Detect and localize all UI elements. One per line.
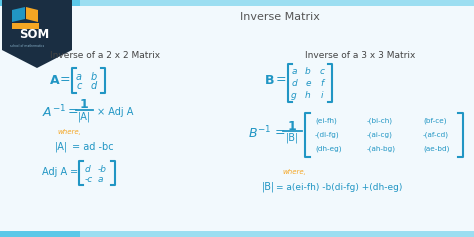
Text: where,: where, bbox=[282, 169, 306, 175]
Text: c: c bbox=[76, 81, 82, 91]
Text: Adj A: Adj A bbox=[42, 167, 67, 177]
Text: =: = bbox=[60, 73, 71, 87]
Text: Inverse Matrix: Inverse Matrix bbox=[240, 12, 320, 22]
Text: $B^{-1}$: $B^{-1}$ bbox=[248, 125, 272, 141]
Text: =: = bbox=[275, 127, 286, 140]
Text: Inverse of a 3 x 3 Matrix: Inverse of a 3 x 3 Matrix bbox=[305, 50, 415, 59]
Text: -(af-cd): -(af-cd) bbox=[423, 132, 449, 138]
Text: =: = bbox=[70, 167, 78, 177]
Text: -(ai-cg): -(ai-cg) bbox=[367, 132, 393, 138]
Text: c: c bbox=[319, 68, 325, 77]
Text: -c: -c bbox=[85, 174, 93, 183]
Text: school of mathematics: school of mathematics bbox=[10, 44, 44, 48]
Bar bbox=[80, 231, 474, 237]
Polygon shape bbox=[2, 0, 72, 68]
Text: f: f bbox=[320, 79, 324, 88]
Text: h: h bbox=[305, 91, 311, 100]
Polygon shape bbox=[12, 7, 25, 22]
Text: e: e bbox=[305, 79, 311, 88]
Text: = ad -bc: = ad -bc bbox=[72, 142, 114, 152]
Bar bbox=[80, 0, 474, 6]
Text: a: a bbox=[98, 174, 103, 183]
Text: × Adj A: × Adj A bbox=[97, 107, 133, 117]
Text: Inverse of a 2 x 2 Matrix: Inverse of a 2 x 2 Matrix bbox=[50, 50, 160, 59]
Text: g: g bbox=[291, 91, 297, 100]
Text: where,: where, bbox=[57, 129, 81, 135]
Text: a: a bbox=[76, 72, 82, 82]
Text: A: A bbox=[50, 73, 60, 87]
Text: b: b bbox=[305, 68, 311, 77]
Text: |B|: |B| bbox=[262, 182, 275, 192]
Text: |A|: |A| bbox=[55, 142, 68, 152]
Text: -(di-fg): -(di-fg) bbox=[315, 132, 340, 138]
Text: SOM: SOM bbox=[19, 28, 49, 41]
Text: -(bi-ch): -(bi-ch) bbox=[367, 118, 393, 124]
Text: 1: 1 bbox=[288, 119, 296, 132]
Text: -(ah-bg): -(ah-bg) bbox=[367, 146, 396, 152]
Bar bbox=[0, 0, 474, 6]
Polygon shape bbox=[26, 7, 38, 22]
Text: i: i bbox=[321, 91, 323, 100]
Text: d: d bbox=[85, 164, 91, 173]
Text: B: B bbox=[265, 73, 274, 87]
Bar bbox=[0, 231, 474, 237]
Text: (ei-fh): (ei-fh) bbox=[315, 118, 337, 124]
Text: b: b bbox=[91, 72, 97, 82]
Text: d: d bbox=[291, 79, 297, 88]
Text: $A^{-1}$: $A^{-1}$ bbox=[42, 104, 66, 120]
Text: d: d bbox=[91, 81, 97, 91]
Text: =: = bbox=[276, 73, 287, 87]
Text: 1: 1 bbox=[80, 99, 88, 111]
Text: (ae-bd): (ae-bd) bbox=[423, 146, 449, 152]
Text: = a(ei-fh) -b(di-fg) +(dh-eg): = a(ei-fh) -b(di-fg) +(dh-eg) bbox=[276, 182, 402, 191]
Text: a: a bbox=[291, 68, 297, 77]
Text: -b: -b bbox=[98, 164, 107, 173]
Text: |A|: |A| bbox=[77, 112, 91, 122]
Text: (dh-eg): (dh-eg) bbox=[315, 146, 341, 152]
Bar bbox=[12, 23, 39, 29]
Text: =: = bbox=[68, 105, 79, 118]
Text: |B|: |B| bbox=[285, 133, 299, 143]
Text: (bf-ce): (bf-ce) bbox=[423, 118, 447, 124]
